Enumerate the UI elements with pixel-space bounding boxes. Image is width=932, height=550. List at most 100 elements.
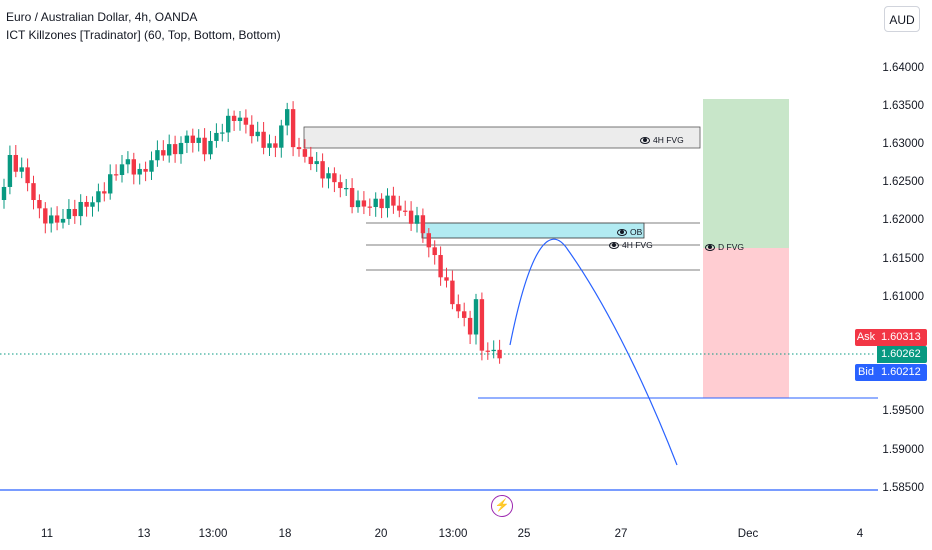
candle-body bbox=[231, 115, 237, 121]
order-block-zone[interactable] bbox=[421, 222, 645, 239]
candle-body bbox=[214, 132, 219, 141]
candle-body bbox=[131, 159, 136, 175]
candle-body bbox=[119, 164, 125, 176]
candle-body bbox=[426, 233, 431, 248]
candle-body bbox=[125, 159, 131, 165]
candle-body bbox=[196, 137, 201, 143]
candle-body bbox=[473, 299, 479, 335]
candle-body bbox=[66, 208, 72, 219]
candle-body bbox=[267, 143, 272, 148]
indicator-title[interactable]: ICT Killzones [Tradinator] (60, Top, Bot… bbox=[6, 28, 281, 42]
projection-curve[interactable] bbox=[509, 238, 678, 466]
eye-icon bbox=[617, 228, 627, 236]
date-tick: 11 bbox=[41, 528, 53, 540]
price-tick: 1.62500 bbox=[882, 176, 924, 188]
candle-body bbox=[13, 154, 18, 172]
candle-body bbox=[84, 201, 89, 207]
fvg-mid-label: 4H FVG bbox=[609, 240, 653, 250]
symbol-title[interactable]: Euro / Australian Dollar, 4h, OANDA bbox=[6, 10, 198, 24]
date-tick: 27 bbox=[614, 528, 628, 540]
candle-body bbox=[19, 167, 24, 172]
candle-body bbox=[308, 156, 313, 165]
candle-body bbox=[462, 311, 467, 318]
currency-button[interactable]: AUD bbox=[884, 6, 920, 32]
candle-body bbox=[491, 349, 496, 352]
price-tick: 1.59500 bbox=[882, 405, 924, 417]
candle-body bbox=[249, 124, 254, 137]
price-tick: 1.58500 bbox=[882, 482, 924, 494]
candle-body bbox=[208, 140, 213, 155]
date-tick: 20 bbox=[374, 528, 388, 540]
ask-value: 1.60313 bbox=[877, 329, 927, 346]
candle-body bbox=[367, 206, 372, 208]
last-price-value: 1.60262 bbox=[877, 346, 927, 363]
candle-body bbox=[296, 147, 302, 150]
candle-body bbox=[172, 144, 178, 155]
candle-body bbox=[60, 218, 66, 223]
candle-body bbox=[397, 205, 402, 211]
candle-body bbox=[497, 349, 502, 359]
candle-body bbox=[279, 125, 284, 148]
price-tick: 1.64000 bbox=[882, 62, 924, 74]
daily-fvg-label: D FVG bbox=[705, 242, 744, 252]
date-tick: 25 bbox=[517, 528, 531, 540]
candle-body bbox=[438, 255, 443, 278]
candle-body bbox=[450, 280, 455, 305]
candle-body bbox=[326, 173, 331, 179]
candle-body bbox=[54, 215, 60, 223]
candle-body bbox=[385, 195, 390, 209]
price-tick: 1.63500 bbox=[882, 100, 924, 112]
candle-body bbox=[31, 183, 36, 201]
candle-body bbox=[113, 174, 119, 176]
bid-value: 1.60212 bbox=[877, 364, 927, 381]
candle-body bbox=[7, 154, 13, 187]
target-zone[interactable] bbox=[703, 99, 789, 248]
candle-body bbox=[379, 198, 384, 209]
eye-icon bbox=[705, 243, 715, 251]
candle-body bbox=[161, 150, 166, 156]
price-tick: 1.61000 bbox=[882, 291, 924, 303]
candle-body bbox=[78, 201, 83, 217]
date-tick: 13 bbox=[137, 528, 151, 540]
candle-body bbox=[285, 109, 290, 126]
date-tick: 13:00 bbox=[198, 528, 228, 540]
candle-body bbox=[338, 182, 343, 189]
eye-icon bbox=[609, 241, 619, 249]
candle-body bbox=[49, 215, 54, 224]
date-tick: 13:00 bbox=[438, 528, 468, 540]
candle-body bbox=[1, 186, 7, 200]
price-tick: 1.59000 bbox=[882, 444, 924, 456]
ask-label: Ask bbox=[855, 329, 877, 346]
stop-zone[interactable] bbox=[703, 248, 789, 398]
ob-label: OB bbox=[617, 227, 642, 237]
candle-body bbox=[467, 317, 473, 335]
candle-body bbox=[273, 143, 278, 148]
candle-body bbox=[37, 200, 42, 209]
candle-body bbox=[302, 149, 308, 157]
date-tick: 4 bbox=[856, 528, 864, 540]
candle-body bbox=[72, 208, 77, 217]
candle-body bbox=[243, 117, 249, 125]
candle-body bbox=[391, 195, 396, 206]
price-tick: 1.62000 bbox=[882, 214, 924, 226]
candle-body bbox=[320, 161, 325, 179]
candle-body bbox=[332, 173, 337, 183]
candle-body bbox=[102, 191, 107, 194]
candle-body bbox=[226, 115, 231, 133]
candle-body bbox=[408, 210, 414, 224]
candle-body bbox=[43, 208, 48, 224]
fvg-top-label: 4H FVG bbox=[640, 135, 684, 145]
candle-body bbox=[420, 215, 426, 234]
fvg-zone-4h-top[interactable] bbox=[303, 126, 701, 149]
candle-body bbox=[344, 188, 349, 190]
candle-body bbox=[143, 168, 148, 172]
candlestick-series bbox=[1, 101, 502, 364]
candle-body bbox=[485, 350, 490, 352]
lightning-icon[interactable]: ⚡ bbox=[491, 495, 513, 517]
candle-body bbox=[349, 188, 355, 208]
candle-body bbox=[355, 200, 361, 208]
candle-body bbox=[255, 131, 260, 137]
candle-body bbox=[202, 137, 207, 155]
candle-body bbox=[25, 167, 30, 184]
